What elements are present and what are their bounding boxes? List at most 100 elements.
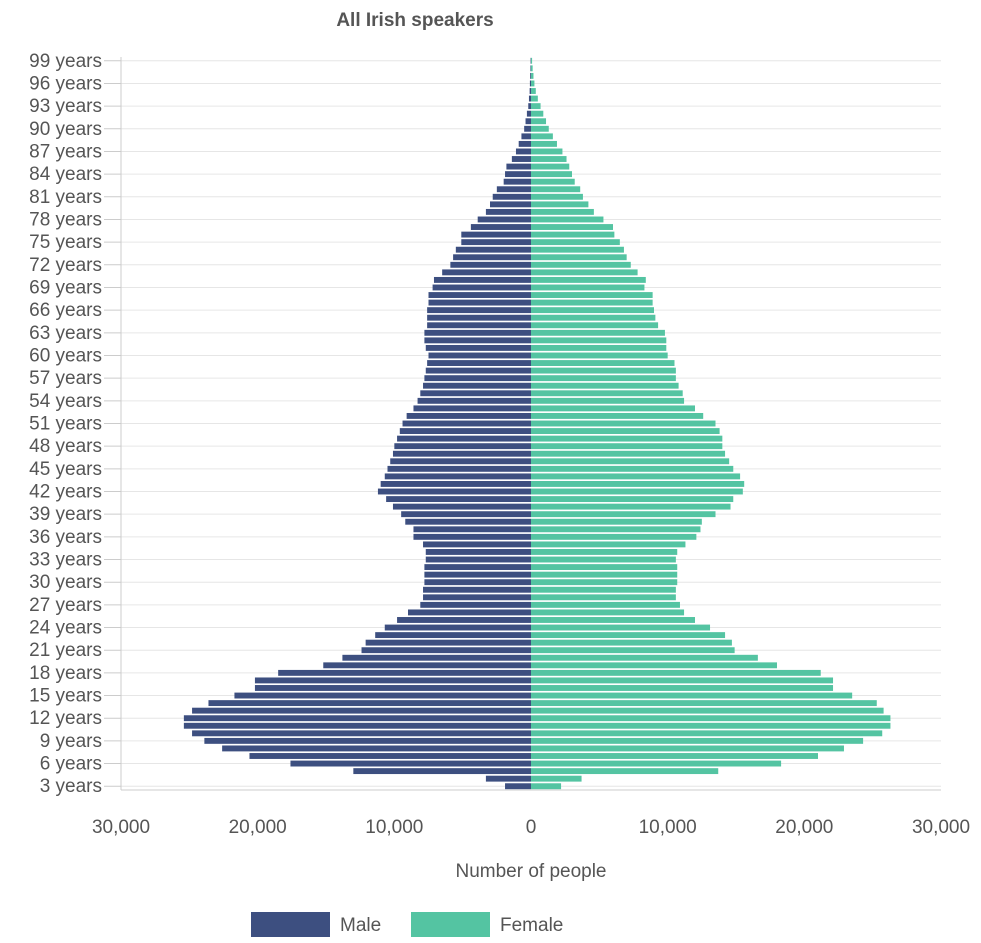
- bar-male[interactable]: [401, 511, 531, 517]
- bar-male[interactable]: [442, 269, 531, 275]
- bar-male[interactable]: [397, 436, 531, 442]
- bar-male[interactable]: [530, 88, 531, 94]
- bar-male[interactable]: [413, 526, 531, 532]
- bar-male[interactable]: [529, 96, 531, 102]
- bar-female[interactable]: [531, 254, 627, 260]
- bar-male[interactable]: [505, 171, 531, 177]
- bar-male[interactable]: [420, 602, 531, 608]
- bar-female[interactable]: [531, 738, 863, 744]
- bar-female[interactable]: [531, 65, 533, 71]
- bar-male[interactable]: [413, 534, 531, 540]
- bar-female[interactable]: [531, 262, 631, 268]
- bar-female[interactable]: [531, 466, 733, 472]
- bar-female[interactable]: [531, 300, 653, 306]
- bar-female[interactable]: [531, 201, 588, 207]
- bar-male[interactable]: [471, 224, 531, 230]
- bar-male[interactable]: [386, 496, 531, 502]
- bar-female[interactable]: [531, 579, 677, 585]
- bar-male[interactable]: [530, 73, 531, 79]
- bar-female[interactable]: [531, 609, 684, 615]
- bar-female[interactable]: [531, 451, 725, 457]
- bar-male[interactable]: [362, 647, 531, 653]
- bar-female[interactable]: [531, 141, 557, 147]
- bar-male[interactable]: [222, 745, 531, 751]
- bar-male[interactable]: [184, 715, 531, 721]
- bar-male[interactable]: [512, 156, 531, 162]
- bar-female[interactable]: [531, 511, 716, 517]
- bar-male[interactable]: [255, 685, 531, 691]
- bar-female[interactable]: [531, 693, 852, 699]
- bar-male[interactable]: [504, 179, 531, 185]
- bar-female[interactable]: [531, 549, 677, 555]
- bar-female[interactable]: [531, 458, 729, 464]
- bar-male[interactable]: [323, 662, 531, 668]
- bar-male[interactable]: [381, 481, 531, 487]
- bar-female[interactable]: [531, 662, 777, 668]
- bar-male[interactable]: [530, 65, 531, 71]
- bar-female[interactable]: [531, 322, 658, 328]
- bar-male[interactable]: [426, 557, 531, 563]
- bar-female[interactable]: [531, 421, 716, 427]
- bar-male[interactable]: [420, 390, 531, 396]
- bar-male[interactable]: [400, 428, 531, 434]
- bar-male[interactable]: [486, 209, 531, 215]
- bar-female[interactable]: [531, 186, 580, 192]
- bar-male[interactable]: [427, 307, 531, 313]
- bar-female[interactable]: [531, 708, 884, 714]
- bar-female[interactable]: [531, 269, 638, 275]
- bar-female[interactable]: [531, 353, 668, 359]
- bar-female[interactable]: [531, 602, 680, 608]
- bar-male[interactable]: [505, 783, 531, 789]
- bar-male[interactable]: [424, 579, 531, 585]
- bar-female[interactable]: [531, 776, 582, 782]
- bar-female[interactable]: [531, 405, 695, 411]
- bar-male[interactable]: [424, 564, 531, 570]
- bar-female[interactable]: [531, 647, 735, 653]
- bar-male[interactable]: [413, 405, 531, 411]
- bar-male[interactable]: [506, 164, 531, 170]
- bar-male[interactable]: [427, 322, 531, 328]
- bar-female[interactable]: [531, 345, 666, 351]
- bar-male[interactable]: [394, 443, 531, 449]
- bar-female[interactable]: [531, 655, 758, 661]
- bar-male[interactable]: [397, 617, 531, 623]
- bar-female[interactable]: [531, 118, 546, 124]
- bar-female[interactable]: [531, 239, 620, 245]
- bar-male[interactable]: [366, 640, 531, 646]
- bar-male[interactable]: [526, 118, 531, 124]
- bar-male[interactable]: [423, 594, 531, 600]
- bar-female[interactable]: [531, 557, 676, 563]
- bar-male[interactable]: [429, 292, 532, 298]
- bar-female[interactable]: [531, 496, 733, 502]
- bar-female[interactable]: [531, 285, 644, 291]
- bar-female[interactable]: [531, 156, 567, 162]
- bar-female[interactable]: [531, 390, 683, 396]
- bar-male[interactable]: [378, 489, 531, 495]
- bar-male[interactable]: [527, 111, 531, 117]
- bar-female[interactable]: [531, 413, 703, 419]
- bar-male[interactable]: [290, 761, 531, 767]
- bar-male[interactable]: [234, 693, 531, 699]
- bar-female[interactable]: [531, 232, 614, 238]
- bar-male[interactable]: [255, 677, 531, 683]
- bar-female[interactable]: [531, 247, 624, 253]
- bar-female[interactable]: [531, 670, 821, 676]
- bar-female[interactable]: [531, 179, 575, 185]
- bar-male[interactable]: [249, 753, 531, 759]
- bar-female[interactable]: [531, 685, 833, 691]
- bar-male[interactable]: [426, 549, 531, 555]
- bar-female[interactable]: [531, 277, 646, 283]
- bar-male[interactable]: [478, 217, 531, 223]
- bar-female[interactable]: [531, 88, 536, 94]
- legend-label-male[interactable]: Male: [340, 915, 381, 936]
- bar-female[interactable]: [531, 330, 665, 336]
- bar-female[interactable]: [531, 564, 677, 570]
- bar-male[interactable]: [497, 186, 531, 192]
- bar-male[interactable]: [524, 126, 531, 132]
- bar-female[interactable]: [531, 217, 603, 223]
- bar-female[interactable]: [531, 58, 532, 64]
- bar-female[interactable]: [531, 375, 676, 381]
- bar-male[interactable]: [490, 201, 531, 207]
- bar-male[interactable]: [450, 262, 531, 268]
- bar-female[interactable]: [531, 526, 700, 532]
